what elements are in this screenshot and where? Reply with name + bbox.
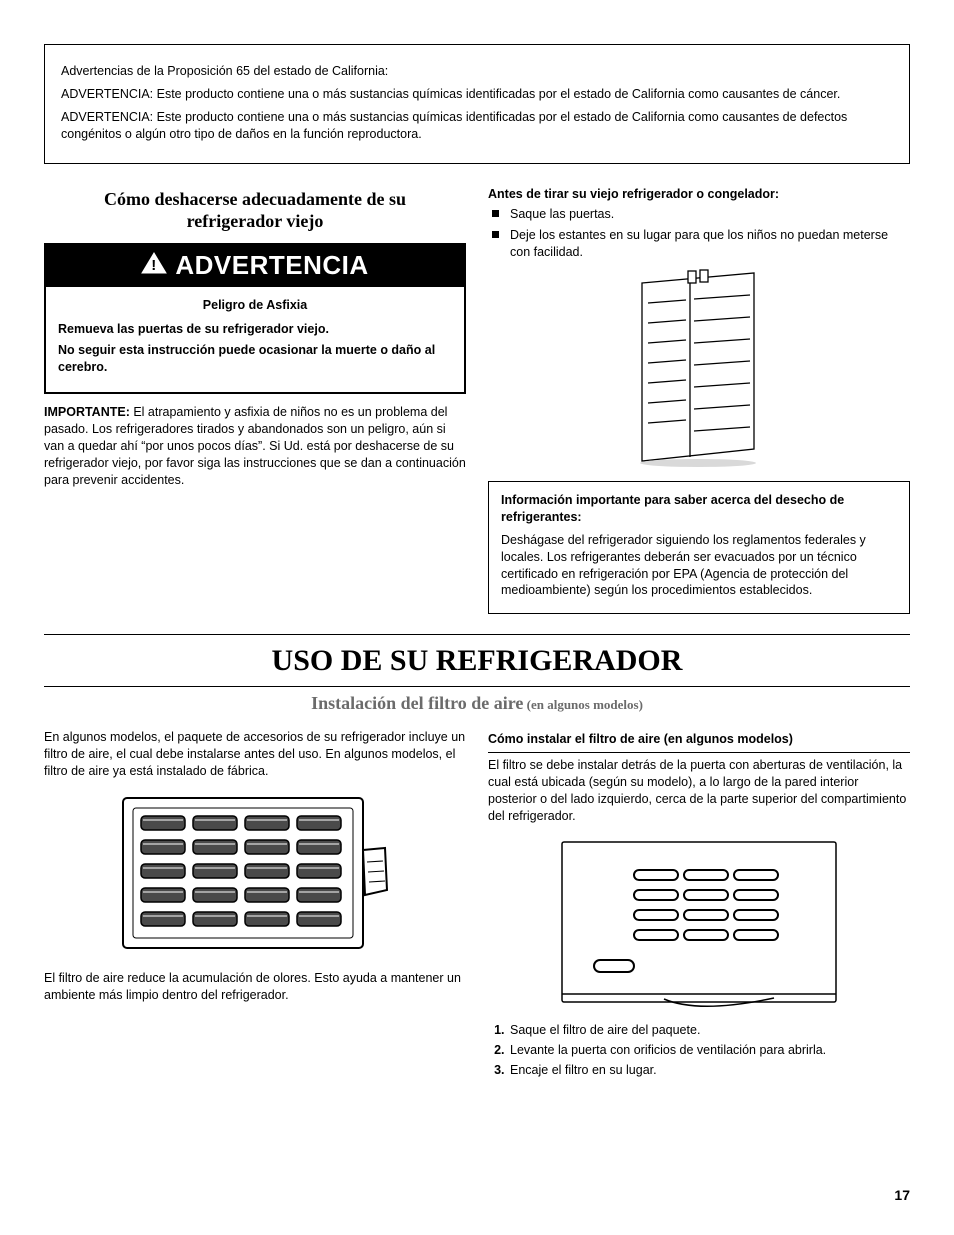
step-item: Encaje el filtro en su lugar. (508, 1062, 910, 1079)
filter-left-p2: El filtro de aire reduce la acumulación … (44, 970, 466, 1004)
refrigerant-info-box: Información importante para saber acerca… (488, 481, 910, 614)
filter-right-col: Cómo instalar el filtro de aire (en algu… (488, 725, 910, 1085)
importante-label: IMPORTANTE: (44, 405, 130, 419)
uso-section-wrap: USO DE SU REFRIGERADOR Instalación del f… (44, 634, 910, 715)
list-item: Saque las puertas. (488, 206, 910, 223)
advertencia-body: Peligro de Asfixia Remueva las puertas d… (46, 287, 464, 393)
filter-row: En algunos modelos, el paquete de acceso… (44, 725, 910, 1085)
disposal-row: Cómo deshacerse adecuadamente de su refr… (44, 182, 910, 615)
prop65-p2: ADVERTENCIA: Este producto contiene una … (61, 109, 893, 143)
install-steps: Saque el filtro de aire del paquete. Lev… (488, 1022, 910, 1079)
advertencia-header: ! ADVERTENCIA (46, 245, 464, 287)
uso-sub-main: Instalación del filtro de aire (311, 693, 523, 713)
step-item: Saque el filtro de aire del paquete. (508, 1022, 910, 1039)
how-install-title: Cómo instalar el filtro de aire (en algu… (488, 731, 910, 753)
asfixia-p2: No seguir esta instrucción puede ocasion… (58, 342, 452, 376)
info-box-title: Información importante para saber acerca… (501, 492, 897, 526)
prop65-p1: ADVERTENCIA: Este producto contiene una … (61, 86, 893, 103)
air-filter-illustration (115, 790, 395, 960)
before-dispose-heading: Antes de tirar su viejo refrigerador o c… (488, 186, 910, 203)
warning-triangle-icon: ! (141, 248, 167, 283)
step-item: Levante la puerta con orificios de venti… (508, 1042, 910, 1059)
disposal-heading-l2: refrigerador viejo (187, 211, 324, 231)
disposal-right-col: Antes de tirar su viejo refrigerador o c… (488, 182, 910, 615)
page-number: 17 (894, 1186, 910, 1205)
disposal-heading: Cómo deshacerse adecuadamente de su refr… (44, 188, 466, 233)
filter-left-col: En algunos modelos, el paquete de acceso… (44, 725, 466, 1085)
advertencia-banner: ! ADVERTENCIA Peligro de Asfixia Remueva… (44, 243, 466, 395)
vent-panel-illustration (554, 834, 844, 1014)
manual-page: Advertencias de la Proposición 65 del es… (0, 0, 954, 1235)
info-box-body: Deshágase del refrigerador siguiendo los… (501, 532, 897, 600)
svg-text:!: ! (152, 257, 158, 274)
importante-paragraph: IMPORTANTE: El atrapamiento y asfixia de… (44, 404, 466, 488)
disposal-heading-l1: Cómo deshacerse adecuadamente de su (104, 189, 406, 209)
section-rule-bottom (44, 686, 910, 687)
asfixia-p1: Remueva las puertas de su refrigerador v… (58, 321, 452, 338)
section-rule-top (44, 634, 910, 635)
filter-left-p1: En algunos modelos, el paquete de acceso… (44, 729, 466, 780)
filter-right-p1: El filtro se debe instalar detrás de la … (488, 757, 910, 825)
advertencia-word: ADVERTENCIA (175, 248, 368, 283)
uso-sub-paren: (en algunos modelos) (523, 697, 643, 712)
asfixia-title: Peligro de Asfixia (58, 297, 452, 314)
before-dispose-list: Saque las puertas. Deje los estantes en … (488, 206, 910, 261)
uso-subtitle: Instalación del filtro de aire (en algun… (44, 691, 910, 715)
disposal-left-col: Cómo deshacerse adecuadamente de su refr… (44, 182, 466, 615)
refrigerator-illustration (634, 269, 764, 469)
prop65-warning-box: Advertencias de la Proposición 65 del es… (44, 44, 910, 164)
list-item: Deje los estantes en su lugar para que l… (488, 227, 910, 261)
prop65-title: Advertencias de la Proposición 65 del es… (61, 63, 893, 80)
uso-title: USO DE SU REFRIGERADOR (44, 641, 910, 682)
